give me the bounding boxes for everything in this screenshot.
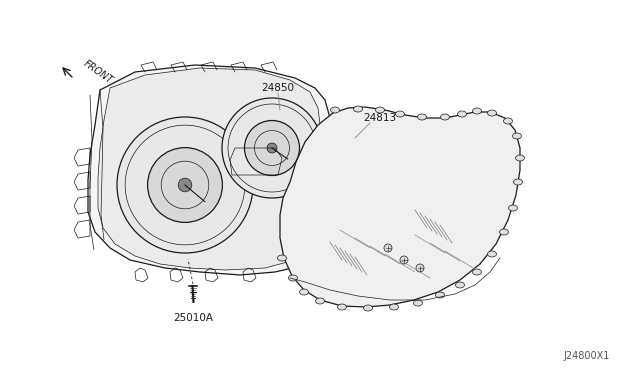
Ellipse shape <box>472 269 481 275</box>
Text: FRONT: FRONT <box>82 58 115 86</box>
Ellipse shape <box>435 292 445 298</box>
Circle shape <box>148 148 223 222</box>
Ellipse shape <box>353 106 362 112</box>
Ellipse shape <box>337 304 346 310</box>
Circle shape <box>244 121 300 176</box>
Ellipse shape <box>376 107 385 113</box>
Ellipse shape <box>509 205 518 211</box>
Text: 24813: 24813 <box>364 113 397 123</box>
Ellipse shape <box>488 110 497 116</box>
Ellipse shape <box>417 114 426 120</box>
Ellipse shape <box>278 255 287 261</box>
Text: 24850: 24850 <box>262 83 294 93</box>
Ellipse shape <box>390 304 399 310</box>
Ellipse shape <box>396 111 404 117</box>
Ellipse shape <box>513 133 522 139</box>
Ellipse shape <box>364 305 372 311</box>
Ellipse shape <box>458 111 467 117</box>
Ellipse shape <box>300 289 308 295</box>
Ellipse shape <box>515 155 525 161</box>
Ellipse shape <box>456 282 465 288</box>
Circle shape <box>267 143 277 153</box>
Circle shape <box>384 244 392 252</box>
Polygon shape <box>98 68 322 270</box>
Text: 25010A: 25010A <box>173 313 213 323</box>
Circle shape <box>416 264 424 272</box>
Circle shape <box>117 117 253 253</box>
Ellipse shape <box>413 300 422 306</box>
Ellipse shape <box>289 275 298 281</box>
Polygon shape <box>280 107 520 307</box>
Circle shape <box>222 98 322 198</box>
Ellipse shape <box>330 107 339 113</box>
Ellipse shape <box>488 251 497 257</box>
Circle shape <box>178 178 192 192</box>
Ellipse shape <box>504 118 513 124</box>
Ellipse shape <box>440 114 449 120</box>
Ellipse shape <box>472 108 481 114</box>
Text: J24800X1: J24800X1 <box>564 351 610 361</box>
Circle shape <box>400 256 408 264</box>
Ellipse shape <box>316 298 324 304</box>
Ellipse shape <box>513 179 522 185</box>
Ellipse shape <box>499 229 509 235</box>
Polygon shape <box>88 65 335 275</box>
